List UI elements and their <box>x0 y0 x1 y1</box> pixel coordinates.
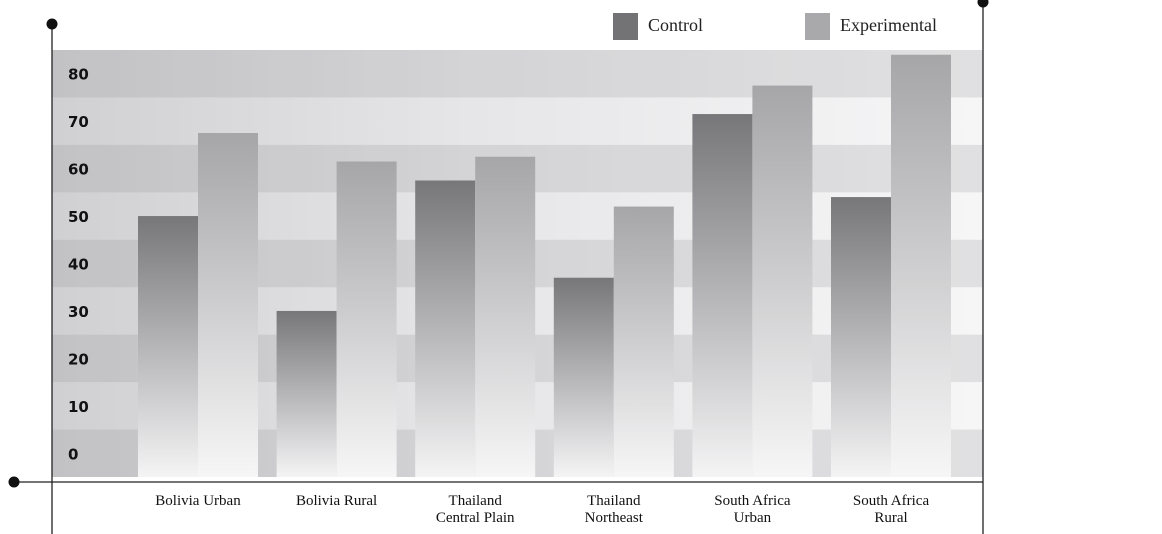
bar-experimental <box>613 206 674 478</box>
grid-band <box>52 50 983 98</box>
bar-control <box>692 114 753 478</box>
right-axis-end-dot <box>977 0 989 8</box>
y-tick-label: 40 <box>68 256 89 274</box>
x-category-label-line: Bolivia Urban <box>155 493 241 509</box>
x-category-label: Bolivia Urban <box>155 493 241 509</box>
legend-swatch-control <box>613 13 638 40</box>
y-tick-label: 80 <box>68 66 89 84</box>
y-axis-end-dot <box>46 18 58 30</box>
x-category-label-line: Thailand <box>449 493 503 509</box>
x-category-label: South Africa Rural <box>853 493 930 526</box>
bars <box>138 54 951 478</box>
y-tick-label: 10 <box>68 398 89 416</box>
legend-swatch-experimental <box>805 13 830 40</box>
bar-control <box>138 216 198 478</box>
y-tick-label: 30 <box>68 303 89 321</box>
x-category-label-line: Rural <box>874 510 907 526</box>
axes <box>8 0 989 534</box>
y-tick-label: 0 <box>68 445 78 463</box>
bar-experimental <box>198 133 258 477</box>
legend-label-experimental: Experimental <box>840 15 937 35</box>
legend-item-experimental: Experimental <box>805 13 937 40</box>
x-category-label: Thailand Northeast <box>585 493 644 526</box>
bar-experimental <box>752 85 813 477</box>
x-axis-end-dot <box>8 476 20 488</box>
x-category-label-line: Bolivia Rural <box>296 493 377 509</box>
x-category-label-line: Central Plain <box>436 510 515 526</box>
y-tick-label: 20 <box>68 350 89 368</box>
x-category-label-line: South Africa <box>853 493 930 509</box>
legend: Control Experimental <box>613 13 937 40</box>
y-tick-label: 50 <box>68 208 89 226</box>
bar-experimental <box>475 156 536 477</box>
bar-control <box>553 277 614 477</box>
y-tick-label: 60 <box>68 161 89 179</box>
bar-control <box>831 197 891 478</box>
x-category-label-line: Thailand <box>587 493 641 509</box>
x-category-label-line: Northeast <box>585 510 644 526</box>
x-category-label: Thailand Central Plain <box>436 493 515 526</box>
bar-experimental <box>891 54 951 477</box>
bar-control <box>276 310 337 477</box>
legend-item-control: Control <box>613 13 703 40</box>
x-category-label: South Africa Urban <box>714 493 791 526</box>
x-category-label-line: South Africa <box>714 493 791 509</box>
y-axis-tick-labels: 0 10 20 30 40 50 60 70 80 <box>68 66 89 464</box>
legend-label-control: Control <box>648 15 703 35</box>
y-tick-label: 70 <box>68 113 89 131</box>
x-category-label: Bolivia Rural <box>296 493 377 509</box>
bar-control <box>415 180 476 477</box>
x-category-label-line: Urban <box>734 510 772 526</box>
x-axis-category-labels: Bolivia Urban Bolivia Rural Thailand Centra… <box>155 493 929 526</box>
bar-experimental <box>336 161 397 477</box>
